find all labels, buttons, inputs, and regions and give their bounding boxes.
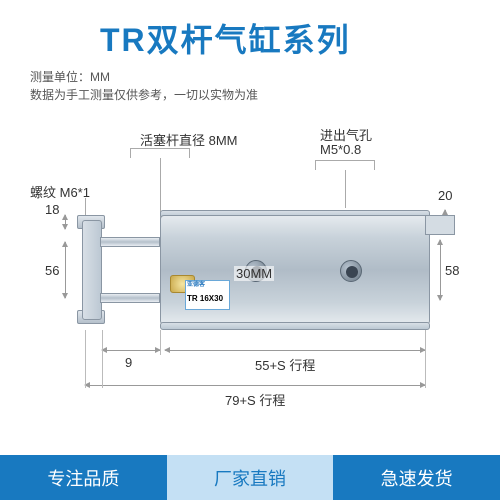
cylinder-edge-bottom — [160, 322, 430, 330]
cylinder-notch — [425, 215, 455, 235]
thread-label: 螺纹 M6*1 — [30, 182, 90, 201]
footer-quality: 专注品质 — [0, 455, 167, 500]
rod-bracket — [130, 148, 190, 158]
dim-line-9 — [102, 350, 160, 351]
dim-line-56 — [65, 242, 66, 298]
unit-line: 测量单位：MM — [30, 68, 258, 86]
inlet-bracket — [315, 160, 375, 170]
dim-58: 58 — [445, 263, 459, 278]
dim-20: 20 — [438, 188, 452, 203]
piston-rod-top — [100, 237, 160, 247]
dim-56: 56 — [45, 263, 59, 278]
footer-direct: 厂家直销 — [167, 455, 334, 500]
ext-line-4 — [85, 330, 86, 388]
piston-rod-bottom — [100, 293, 160, 303]
footer-shipping: 急速发货 — [333, 455, 500, 500]
subtitle-block: 测量单位：MM 数据为手工测量仅供参考，一切以实物为准 — [30, 68, 258, 104]
ext-line-1 — [102, 330, 103, 388]
dim-line-18 — [65, 215, 66, 229]
dim-line-body — [165, 350, 425, 351]
dim-line-total — [85, 385, 425, 386]
air-port-2 — [340, 260, 362, 282]
model-text: TR 16X30 — [187, 295, 228, 302]
page-title: TR双杆气缸系列 — [100, 15, 351, 61]
rod-diameter-label: 活塞杆直径 8MM — [140, 130, 238, 149]
disclaimer-line: 数据为手工测量仅供参考，一切以实物为准 — [30, 86, 258, 104]
dim-body: 55+S 行程 — [255, 355, 315, 374]
end-plate — [82, 220, 102, 320]
thread-callout-line — [85, 198, 86, 216]
bottom-bar: 专注品质 厂家直销 急速发货 — [0, 455, 500, 500]
dim-total: 79+S 行程 — [225, 390, 285, 409]
dim-line-58 — [440, 240, 441, 300]
dim-30mm: 30MM — [234, 266, 274, 281]
brand-text: 亚德客 — [187, 282, 228, 289]
ext-line-3 — [425, 330, 426, 388]
inlet-spec-label: M5*0.8 — [320, 142, 361, 157]
product-sticker: 亚德客 TR 16X30 — [185, 280, 230, 310]
dim-18: 18 — [45, 202, 59, 217]
inlet-callout-line — [345, 170, 346, 208]
dim-9: 9 — [125, 355, 132, 370]
cylinder-diagram: 活塞杆直径 8MM 进出气孔 M5*0.8 螺纹 M6*1 18 56 20 5… — [30, 120, 470, 430]
ext-line-2 — [160, 330, 161, 355]
